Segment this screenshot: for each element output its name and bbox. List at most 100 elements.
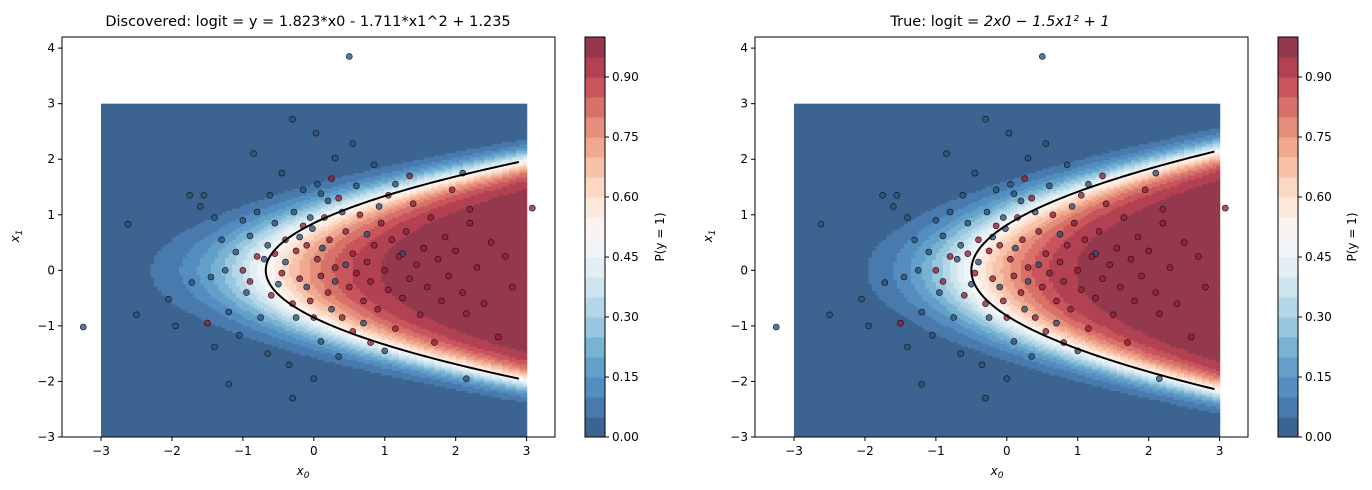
contour-cell xyxy=(1060,197,1068,200)
contour-cell xyxy=(232,308,244,311)
contour-cell xyxy=(985,239,994,243)
contour-cell xyxy=(978,303,987,307)
contour-cell xyxy=(1028,237,1040,240)
contour-cell xyxy=(101,374,393,378)
contour-cell xyxy=(367,334,375,338)
contour-cell xyxy=(218,254,230,258)
contour-cell xyxy=(1024,339,1036,343)
contour-cell xyxy=(281,250,290,254)
contour-cell xyxy=(1042,370,1072,374)
contour-cell xyxy=(388,357,400,360)
point-class-1 xyxy=(314,255,321,263)
contour-cell xyxy=(437,354,450,358)
contour-cell xyxy=(367,190,379,194)
contour-cell xyxy=(101,179,326,183)
contour-cell xyxy=(925,328,955,331)
contour-cell xyxy=(491,377,503,380)
contour-cell xyxy=(992,205,1004,209)
contour-cell xyxy=(794,305,891,309)
contour-cell xyxy=(1052,365,1072,369)
contour-cell xyxy=(1038,197,1047,200)
contour-cell xyxy=(978,232,990,236)
contour-cell xyxy=(1123,321,1221,325)
contour-cell xyxy=(1003,259,1011,263)
contour-cell xyxy=(1045,294,1061,298)
contour-cell xyxy=(171,237,205,240)
contour-cell xyxy=(406,359,418,363)
contour-cell xyxy=(363,210,375,214)
contour-cell xyxy=(794,265,870,269)
contour-cell xyxy=(430,330,460,334)
contour-cell xyxy=(352,350,365,354)
contour-cell xyxy=(388,339,396,343)
contour-cell xyxy=(914,303,930,307)
contour-cell xyxy=(221,265,233,269)
contour-cell xyxy=(1159,199,1221,203)
contour-cell xyxy=(267,303,276,307)
contour-cell xyxy=(1187,350,1221,354)
contour-cell xyxy=(391,225,421,229)
contour-cell xyxy=(423,199,439,203)
contour-cell xyxy=(1063,190,1072,194)
contour-cell xyxy=(935,281,944,285)
contour-cell xyxy=(1003,265,1011,269)
contour-cell xyxy=(1148,361,1157,365)
contour-cell xyxy=(271,321,283,325)
contour-cell xyxy=(1155,361,1168,365)
contour-cell xyxy=(512,157,524,160)
contour-cell xyxy=(992,268,1001,271)
contour-cell xyxy=(1159,354,1178,358)
contour-cell xyxy=(473,357,489,360)
contour-cell xyxy=(794,188,983,191)
contour-cell xyxy=(996,305,1004,309)
contour-cell xyxy=(448,181,457,185)
contour-cell xyxy=(978,314,987,318)
contour-cell xyxy=(469,194,499,198)
point-class-0 xyxy=(978,361,986,369)
contour-cell xyxy=(473,159,485,163)
contour-cell xyxy=(1141,177,1150,180)
contour-cell xyxy=(281,234,294,238)
contour-cell xyxy=(101,145,482,149)
contour-cell xyxy=(1035,299,1050,303)
contour-cell xyxy=(996,208,1008,211)
point-class-1 xyxy=(377,219,385,227)
contour-cell xyxy=(1141,170,1150,174)
contour-cell xyxy=(257,274,269,278)
contour-cell xyxy=(1166,341,1221,345)
contour-cell xyxy=(1194,143,1207,147)
contour-cell xyxy=(313,308,322,311)
contour-cell xyxy=(267,239,279,243)
contour-cell xyxy=(1081,359,1089,363)
contour-cell xyxy=(989,305,997,309)
contour-cell xyxy=(512,163,524,167)
contour-cell xyxy=(794,359,1008,363)
contour-cell xyxy=(515,154,524,158)
contour-cell xyxy=(1141,357,1153,360)
colorbar-band xyxy=(1278,137,1298,158)
contour-cell xyxy=(430,317,528,320)
contour-cell xyxy=(942,243,955,247)
contour-cell xyxy=(101,363,343,367)
contour-cell xyxy=(448,177,457,180)
point-class-0 xyxy=(826,311,833,319)
contour-cell xyxy=(1017,317,1026,320)
contour-cell xyxy=(179,272,198,276)
contour-cell xyxy=(1017,288,1029,291)
contour-cell xyxy=(423,190,436,194)
contour-cell xyxy=(452,170,460,174)
point-class-1 xyxy=(985,247,993,255)
contour-cell xyxy=(1113,337,1129,340)
contour-cell xyxy=(515,348,528,351)
contour-cell xyxy=(794,312,902,316)
contour-cell xyxy=(519,370,528,374)
contour-cell xyxy=(1095,203,1107,207)
contour-cell xyxy=(281,270,290,274)
contour-cell xyxy=(203,254,219,258)
contour-cell xyxy=(427,328,457,331)
contour-cell xyxy=(1201,159,1210,163)
contour-cell xyxy=(1106,343,1118,347)
contour-cell xyxy=(441,179,450,183)
contour-cell xyxy=(978,241,987,245)
contour-cell xyxy=(1208,172,1221,176)
